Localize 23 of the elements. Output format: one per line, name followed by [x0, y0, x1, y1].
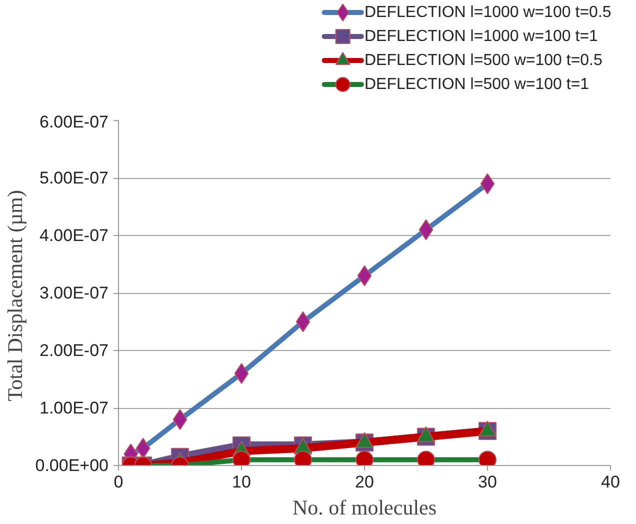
point — [417, 426, 435, 442]
y-axis-title: Total Displacement (µm) — [3, 190, 28, 402]
x-tick-label: 10 — [232, 472, 251, 492]
point — [356, 432, 374, 448]
point — [172, 409, 188, 430]
y-tick-label: 5.00E-07 — [40, 168, 109, 188]
legend-label: DEFLECTION l=1000 w=100 t=1 — [364, 28, 598, 45]
y-tick-label: 2.00E-07 — [40, 341, 109, 360]
legend-label: DEFLECTION l=1000 w=100 t=0.5 — [364, 4, 612, 21]
y-tick-label: 3.00E-07 — [40, 284, 109, 302]
point — [478, 420, 496, 436]
y-tick-label: 1.00E-07 — [40, 398, 109, 418]
x-tick-label: 30 — [478, 472, 497, 492]
x-tick-label: 40 — [601, 472, 620, 492]
y-tick-label: 0.00E+00 — [35, 456, 109, 475]
x-axis-title: No. of molecules — [292, 496, 437, 520]
x-tick-label: 0 — [114, 472, 124, 492]
point — [234, 363, 249, 384]
legend-label: DEFLECTION l=500 w=100 t=1 — [364, 76, 590, 93]
y-tick-label: 4.00E-07 — [40, 226, 109, 245]
y-tick-label: 6.00E-07 — [40, 112, 109, 132]
legend-label: DEFLECTION l=500 w=100 t=0.5 — [364, 52, 602, 69]
x-tick-label: 20 — [355, 472, 374, 492]
